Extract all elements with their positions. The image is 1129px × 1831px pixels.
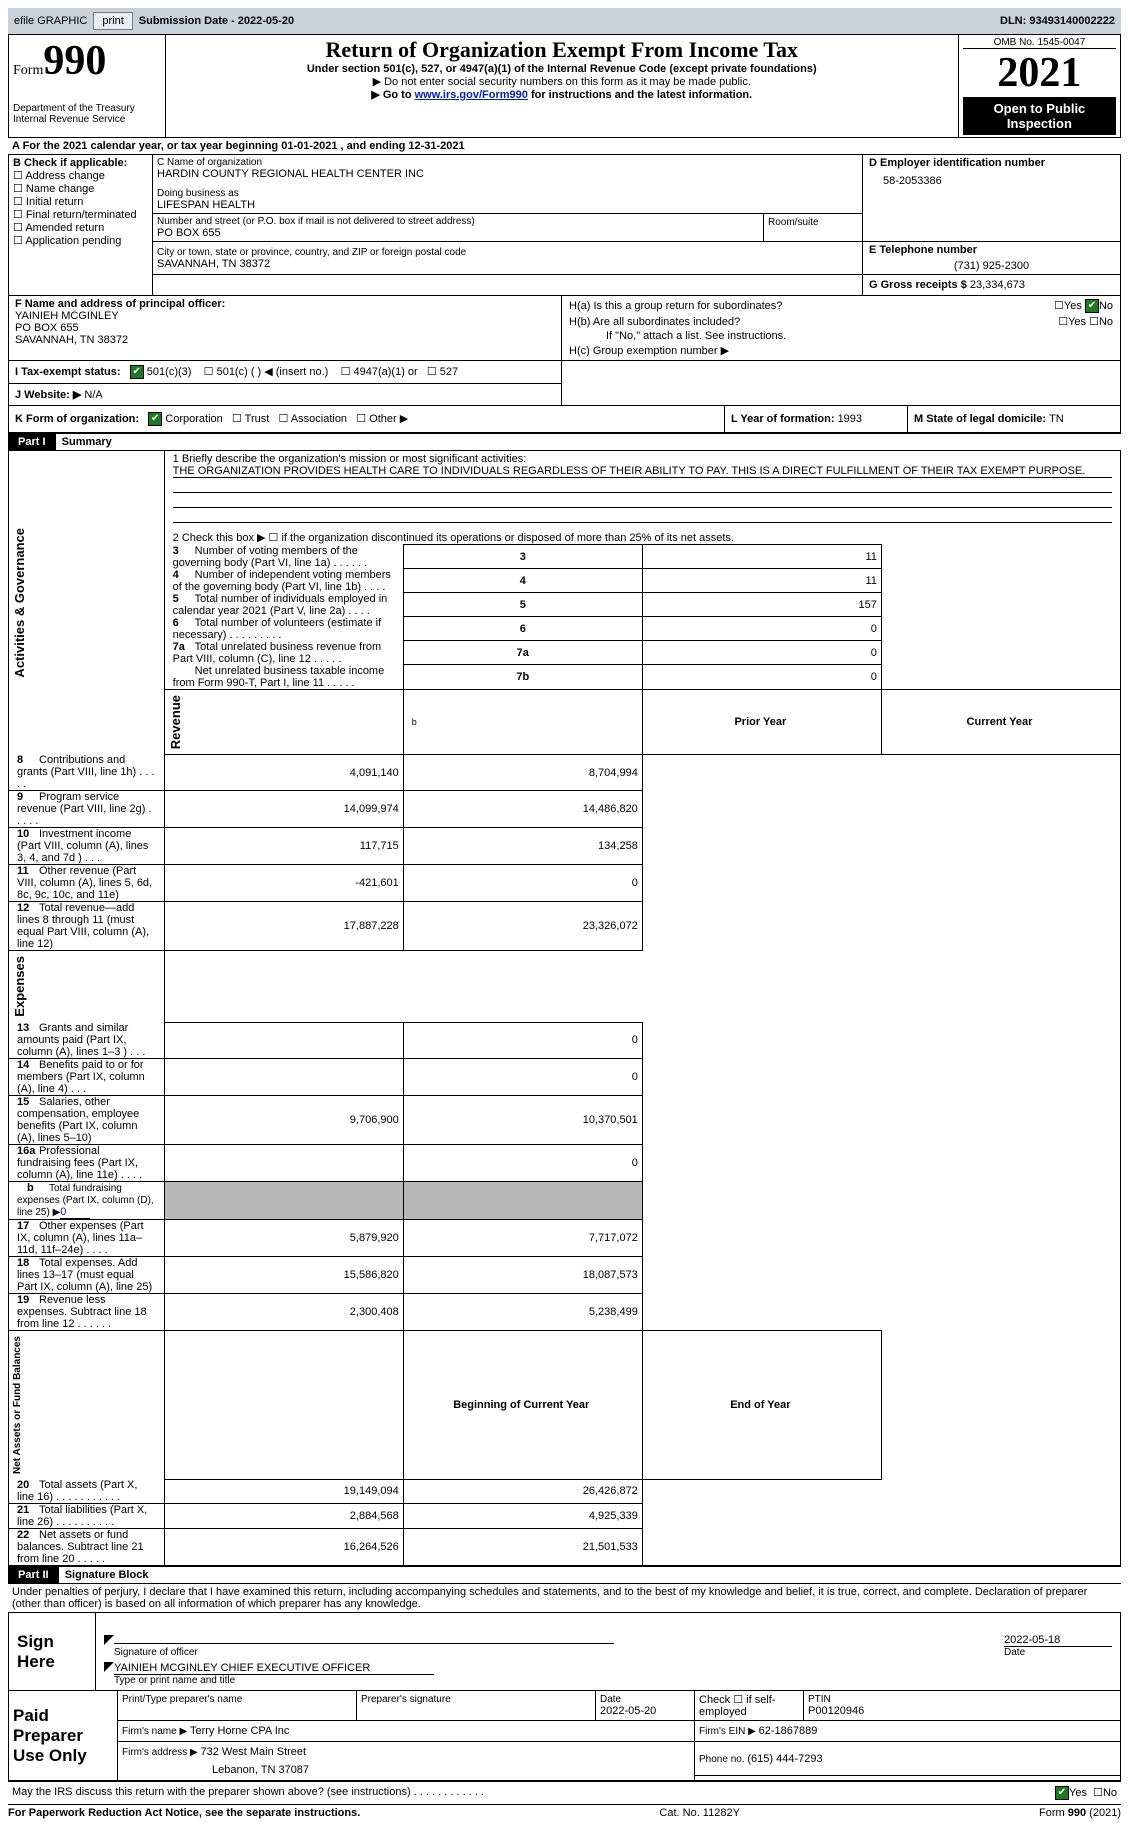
type-name-label: Type or print name and title bbox=[104, 1675, 1112, 1686]
paid-preparer-table: Paid Preparer Use Only Print/Type prepar… bbox=[8, 1691, 1121, 1781]
part-2-header: Part II Signature Block bbox=[8, 1566, 1121, 1584]
discuss-line: May the IRS discuss this return with the… bbox=[8, 1781, 1121, 1805]
pp-name-label: Print/Type preparer's name bbox=[122, 1694, 242, 1705]
b-opt: ☐ Initial return bbox=[13, 195, 148, 208]
h-a: H(a) Is this a group return for subordin… bbox=[568, 298, 994, 314]
mission: THE ORGANIZATION PROVIDES HEALTH CARE TO… bbox=[173, 465, 1112, 478]
firm-phone: Phone no. (615) 444-7293 bbox=[695, 1742, 1121, 1776]
sign-here-label: Sign Here bbox=[9, 1613, 96, 1691]
part-1-table: Activities & Governance 1 Briefly descri… bbox=[8, 451, 1121, 1566]
entity-info-table: B Check if applicable: ☐ Address change … bbox=[8, 155, 1121, 296]
form-header-table: Form990 Department of the Treasury Inter… bbox=[8, 34, 1121, 138]
e-phone-value: (731) 925-2300 bbox=[869, 256, 1114, 272]
boy-hdr: Beginning of Current Year bbox=[403, 1331, 642, 1480]
ptin-label: PTIN bbox=[808, 1694, 831, 1705]
g-receipts: G Gross receipts $ 23,334,673 bbox=[863, 275, 1121, 296]
f-city: SAVANNAH, TN 38372 bbox=[15, 334, 555, 346]
f-street: PO BOX 655 bbox=[15, 322, 555, 334]
page-footer: For Paperwork Reduction Act Notice, see … bbox=[8, 1805, 1121, 1819]
b-opt: ☐ Name change bbox=[13, 182, 148, 195]
dln-label: DLN: 93493140002222 bbox=[1000, 15, 1115, 27]
b-opt: ☐ Address change bbox=[13, 169, 148, 182]
declaration: Under penalties of perjury, I declare th… bbox=[8, 1584, 1121, 1613]
irs-label: Internal Revenue Service bbox=[13, 114, 161, 125]
street-value: PO BOX 655 bbox=[157, 227, 759, 239]
officer-h-table: F Name and address of principal officer:… bbox=[8, 296, 1121, 361]
pp-date-label: Date bbox=[600, 1694, 621, 1705]
h-b-val: ☐Yes ☐No bbox=[994, 314, 1114, 329]
f-label: F Name and address of principal officer: bbox=[15, 298, 555, 310]
street-label: Number and street (or P.O. box if mail i… bbox=[157, 216, 759, 227]
line-m: M State of legal domicile: TN bbox=[908, 406, 1121, 433]
b-label: B Check if applicable: bbox=[13, 157, 148, 169]
org-name: HARDIN COUNTY REGIONAL HEALTH CENTER INC bbox=[157, 168, 858, 180]
side-rev: Revenue bbox=[166, 691, 185, 753]
subtitle-2: ▶ Do not enter social security numbers o… bbox=[170, 75, 954, 88]
pp-check: Check ☐ if self-employed bbox=[695, 1691, 804, 1721]
b-opt: ☐ Amended return bbox=[13, 221, 148, 234]
i-j-table: I Tax-exempt status: ✔ 501(c)(3) ☐ 501(c… bbox=[8, 361, 1121, 406]
prior-hdr: Prior Year bbox=[642, 689, 881, 754]
h-b-note: If "No," attach a list. See instructions… bbox=[568, 329, 1114, 343]
e-phone-label: E Telephone number bbox=[869, 244, 1114, 256]
omb-number: OMB No. 1545-0047 bbox=[963, 37, 1116, 49]
side-net: Net Assets or Fund Balances bbox=[10, 1332, 25, 1478]
firm-ein: Firm's EIN ▶ 62-1867889 bbox=[695, 1721, 1121, 1742]
firm-address: Firm's address ▶ 732 West Main Street Le… bbox=[118, 1742, 695, 1781]
officer-name: YAINIEH MCGINLEY CHIEF EXECUTIVE OFFICER bbox=[114, 1662, 434, 1675]
city-value: SAVANNAH, TN 38372 bbox=[157, 258, 858, 270]
d-ein-value: 58-2053386 bbox=[869, 169, 1114, 187]
pp-sig-label: Preparer's signature bbox=[361, 1694, 451, 1705]
b-opt: ☐ Application pending bbox=[13, 234, 148, 247]
curr-hdr: Current Year bbox=[881, 689, 1120, 754]
f-name: YAINIEH MCGINLEY bbox=[15, 310, 555, 322]
h-c: H(c) Group exemption number ▶ bbox=[568, 343, 1114, 358]
form-990-label: Form990 bbox=[13, 37, 161, 85]
h-b: H(b) Are all subordinates included? bbox=[568, 314, 994, 329]
c-name-label: C Name of organization bbox=[157, 157, 858, 168]
sign-here-table: Sign Here Signature of officer 2022-05-1… bbox=[8, 1613, 1121, 1691]
b-opt: ☐ Final return/terminated bbox=[13, 208, 148, 221]
subtitle-3: ▶ Go to www.irs.gov/Form990 for instruct… bbox=[170, 88, 954, 101]
q1: 1 Briefly describe the organization's mi… bbox=[173, 453, 1112, 465]
line-i: I Tax-exempt status: ✔ 501(c)(3) ☐ 501(c… bbox=[9, 361, 562, 384]
h-a-val: ☐Yes ✔No bbox=[994, 298, 1114, 314]
date-label: Date bbox=[1004, 1647, 1112, 1658]
subdate-label: Submission Date - 2022-05-20 bbox=[139, 15, 294, 27]
city-label: City or town, state or province, country… bbox=[157, 247, 858, 258]
q2: 2 Check this box ▶ ☐ if the organization… bbox=[164, 525, 1120, 545]
line-a: A For the 2021 calendar year, or tax yea… bbox=[8, 138, 1121, 155]
k-l-m-table: K Form of organization: ✔ Corporation ☐ … bbox=[8, 406, 1121, 433]
side-ag: Activities & Governance bbox=[10, 524, 29, 682]
paid-preparer-label: Paid Preparer Use Only bbox=[9, 1691, 118, 1781]
print-button[interactable]: print bbox=[93, 12, 132, 30]
sig-date: 2022-05-18 bbox=[1004, 1634, 1112, 1647]
sig-officer-label: Signature of officer bbox=[104, 1647, 988, 1658]
part-1-header: Part I Summary bbox=[8, 433, 1121, 451]
room-label: Room/suite bbox=[764, 214, 863, 242]
line-k: K Form of organization: ✔ Corporation ☐ … bbox=[9, 406, 725, 433]
line-l: L Year of formation: 1993 bbox=[725, 406, 908, 433]
efile-label: efile GRAPHIC bbox=[14, 15, 87, 27]
dept-treasury: Department of the Treasury bbox=[13, 103, 161, 114]
dba-label: Doing business as bbox=[157, 188, 858, 199]
irs-link[interactable]: www.irs.gov/Form990 bbox=[415, 89, 528, 101]
subtitle-1: Under section 501(c), 527, or 4947(a)(1)… bbox=[170, 63, 954, 75]
line-j: J Website: ▶ N/A bbox=[9, 384, 562, 406]
tax-year: 2021 bbox=[963, 49, 1116, 97]
side-exp: Expenses bbox=[10, 952, 29, 1021]
top-toolbar: efile GRAPHIC print Submission Date - 20… bbox=[8, 8, 1121, 34]
dba-value: LIFESPAN HEALTH bbox=[157, 199, 858, 211]
firm-name: Firm's name ▶ Terry Horne CPA Inc bbox=[118, 1721, 695, 1742]
form-title: Return of Organization Exempt From Incom… bbox=[170, 37, 954, 63]
open-public-box: Open to Public Inspection bbox=[963, 97, 1116, 135]
eoy-hdr: End of Year bbox=[642, 1331, 881, 1480]
d-ein-label: D Employer identification number bbox=[869, 157, 1114, 169]
